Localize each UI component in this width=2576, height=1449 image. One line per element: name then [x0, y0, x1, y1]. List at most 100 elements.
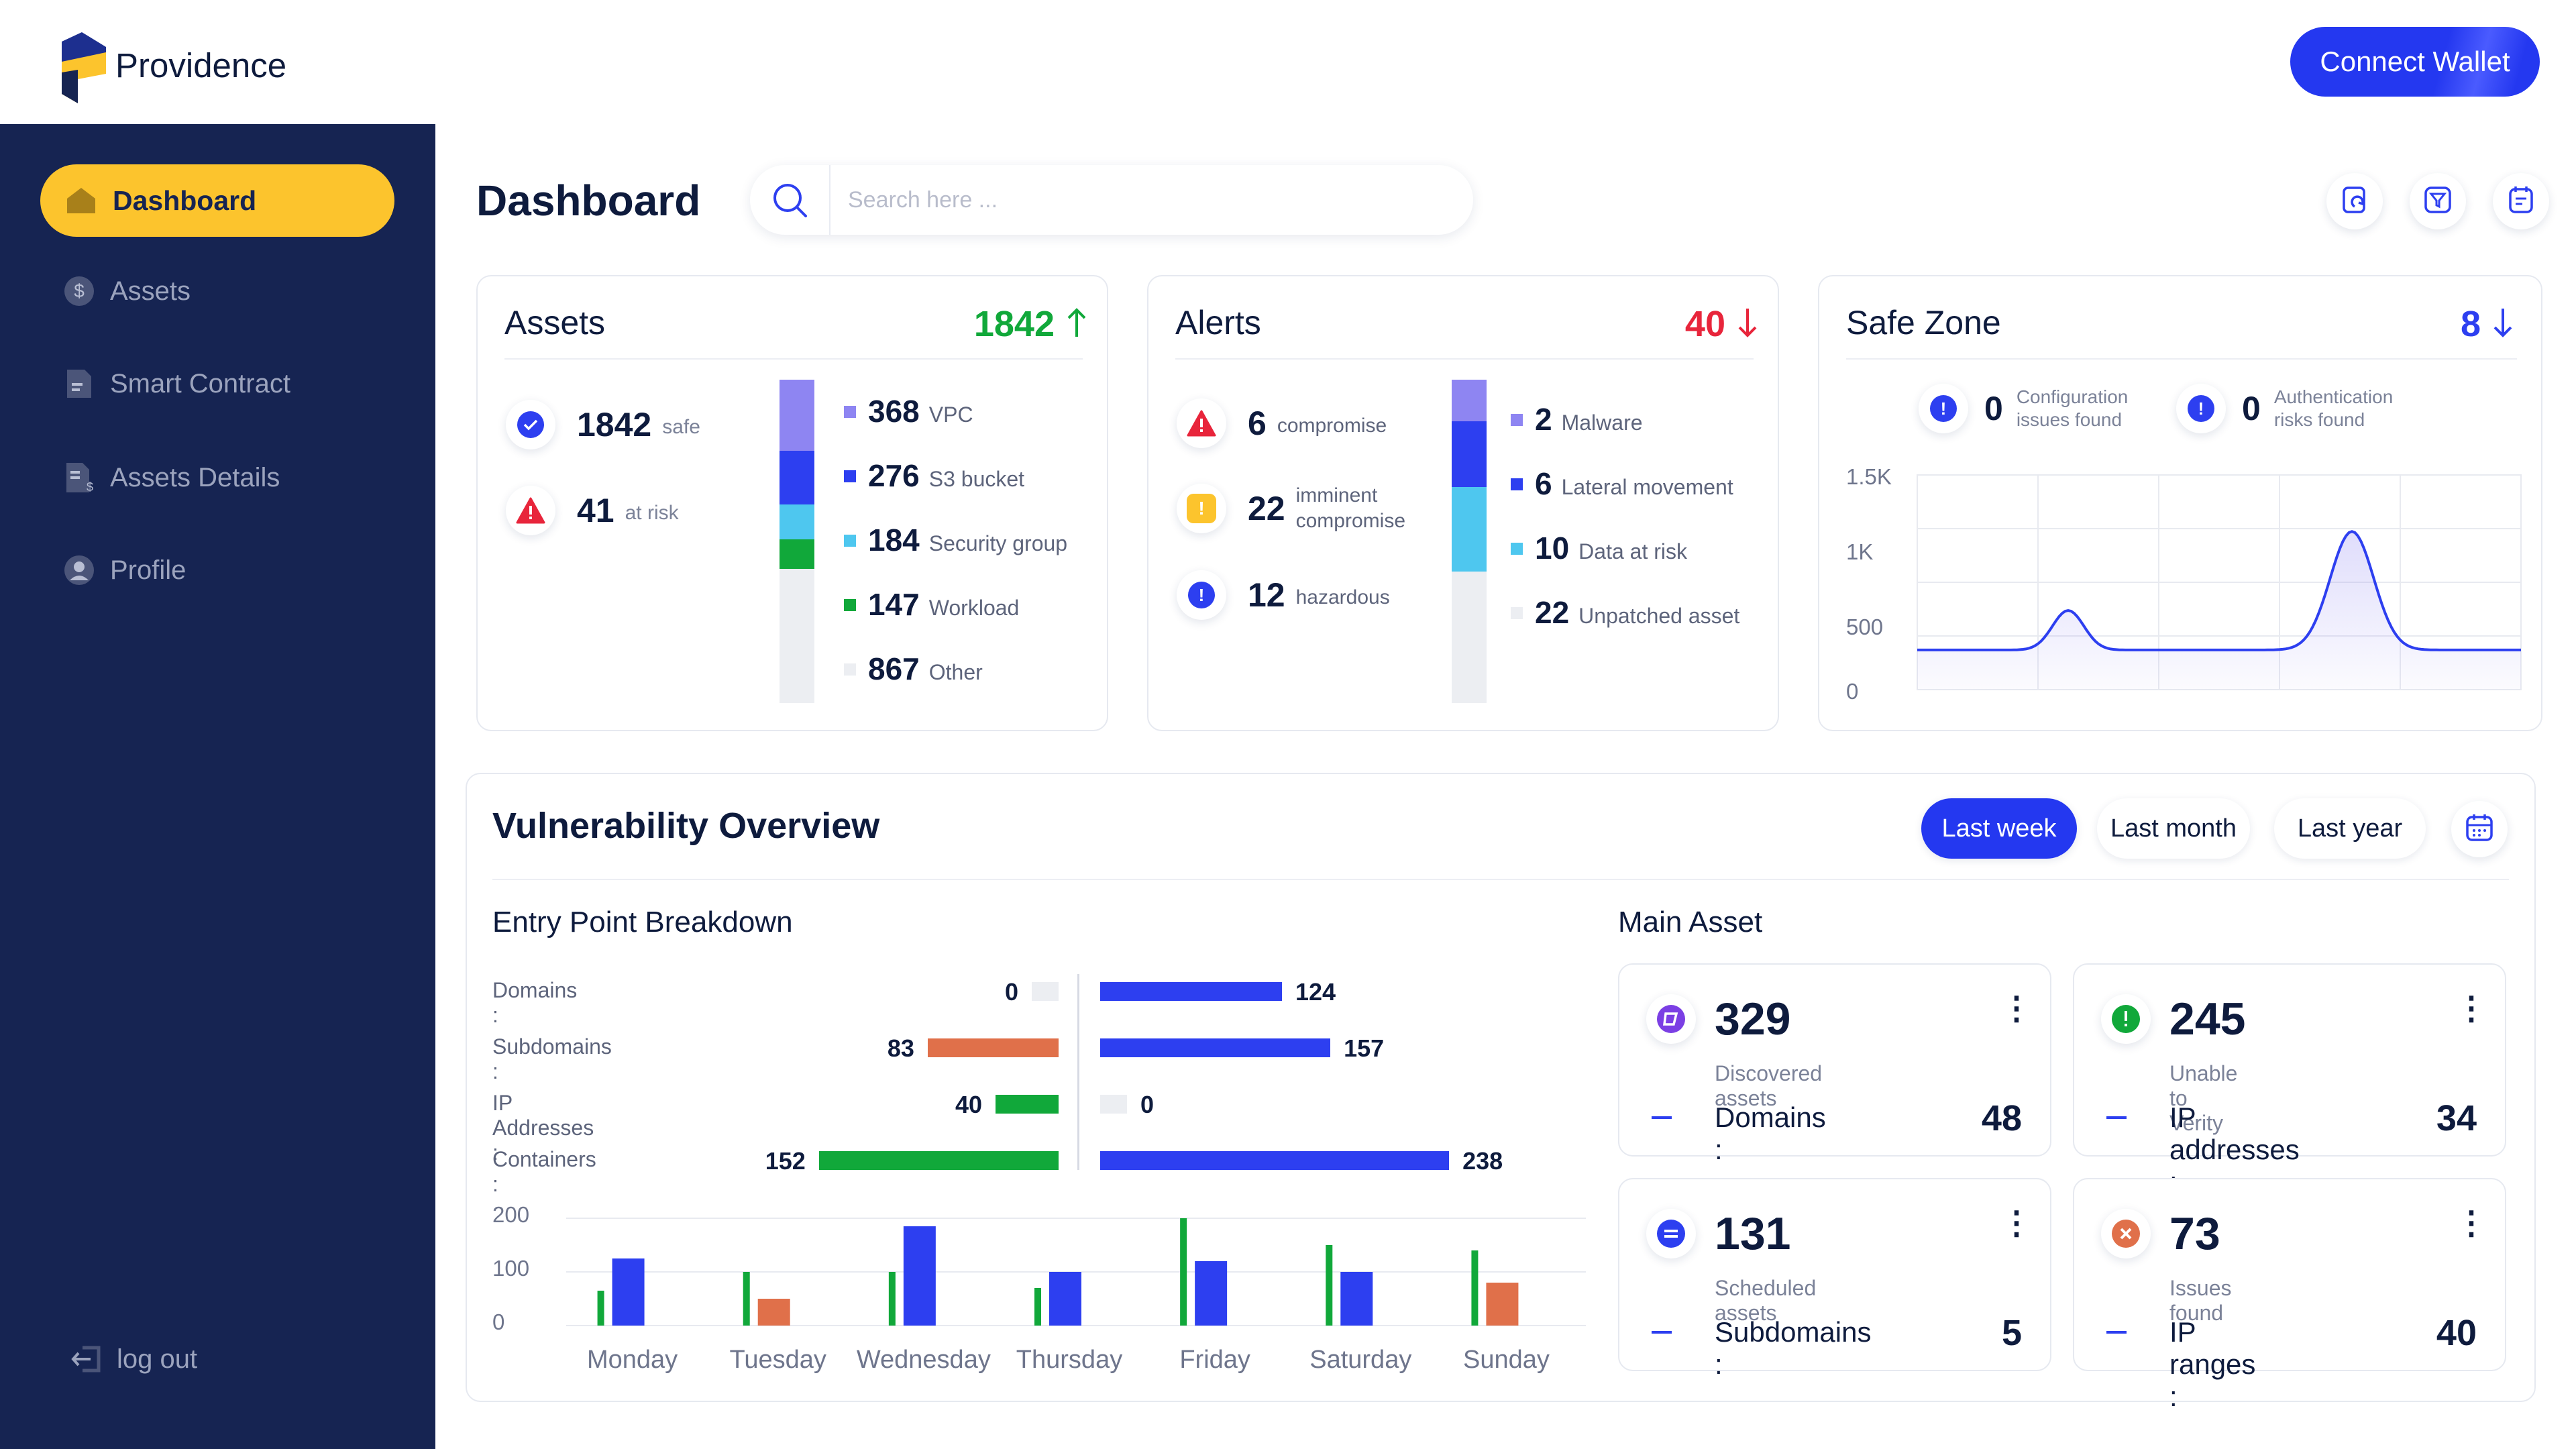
search-icon[interactable] — [750, 165, 830, 235]
legend-item: 368 VPC — [844, 393, 1067, 458]
weekday-label: Saturday — [1309, 1346, 1412, 1374]
sidebar-item-dashboard[interactable]: Dashboard — [40, 164, 394, 237]
breakdown-row-label: IP Addresses : — [492, 1091, 594, 1165]
weekly-green-bar — [888, 1272, 896, 1326]
x-circle-icon — [2101, 1209, 2151, 1258]
page-title: Dashboard — [476, 176, 701, 225]
sidebar-item-assets[interactable]: $ Assets — [63, 275, 191, 307]
legend-swatch — [1511, 543, 1523, 555]
svg-text:$: $ — [87, 480, 93, 494]
main-asset-title: Main Asset — [1618, 906, 1763, 938]
main-asset-subtitle: Unable to Verity — [2169, 1061, 2238, 1135]
breakdown-axis — [1077, 974, 1079, 1170]
alert-label-line: compromise — [1295, 510, 1405, 532]
weekly-main-bar — [757, 1299, 790, 1326]
stack-segment-vpc — [780, 380, 814, 451]
arrow-down-icon — [2493, 307, 2513, 341]
alerts-legend: 2 Malware 6 Lateral movement 10 Data at ris… — [1511, 401, 1739, 659]
breakdown-left-bar — [818, 1151, 1059, 1170]
weekly-main-bar — [1486, 1283, 1519, 1326]
sidebar — [0, 124, 435, 1449]
main-asset-count: 40 — [2436, 1313, 2477, 1353]
breakdown-right-value: 238 — [1462, 1147, 1503, 1175]
connect-wallet-button[interactable]: Connect Wallet — [2290, 27, 2540, 97]
assets-total: 1842 — [974, 303, 1087, 345]
alert-row-compromise: 6 compromise — [1177, 398, 1387, 448]
assets-legend: 368 VPC 276 S3 bucket 184 Security group 14… — [844, 393, 1067, 715]
refresh-document-button[interactable] — [2326, 173, 2383, 229]
breakdown-row-label: Subdomains : — [492, 1034, 612, 1083]
auth-risks: ! 0 Authentication risks found — [2176, 384, 2393, 433]
legend-item: 147 Workload — [844, 586, 1067, 651]
dash-icon — [2106, 1331, 2127, 1334]
breakdown-left-bar — [996, 1095, 1059, 1114]
sidebar-item-label: Profile — [110, 555, 186, 585]
main-asset-count: 5 — [2001, 1313, 2022, 1353]
safezone-total: 8 — [2461, 303, 2513, 345]
main-asset-label: Domains : — [1715, 1102, 1826, 1165]
config-label-line: Configuration — [2016, 386, 2129, 407]
filter-last-month[interactable]: Last month — [2097, 798, 2250, 859]
alerts-title: Alerts — [1175, 304, 1261, 341]
logout-button[interactable]: log out — [70, 1343, 197, 1375]
weekly-green-bar — [1180, 1218, 1187, 1326]
divider — [492, 879, 2509, 880]
entry-point-title: Entry Point Breakdown — [492, 906, 793, 938]
legend-swatch — [1511, 414, 1523, 426]
alert-row-imminent: ! 22 imminent compromise — [1177, 483, 1405, 534]
main-asset-count: 48 — [1981, 1098, 2022, 1138]
more-options-button[interactable]: ⋮ — [2455, 991, 2487, 1026]
weekly-main-bar — [1195, 1261, 1228, 1326]
calendar-button[interactable] — [2451, 801, 2508, 857]
main-asset-subtitle: Scheduled assets — [1715, 1276, 1817, 1325]
arrow-up-icon — [1067, 307, 1087, 341]
main-asset-value: 73 — [2169, 1208, 2220, 1259]
safezone-line — [1917, 530, 2521, 651]
legend-swatch — [844, 406, 856, 418]
breakdown-right-value: 124 — [1295, 978, 1336, 1006]
main-asset-value: 329 — [1715, 994, 1791, 1044]
more-options-button[interactable]: ⋮ — [2000, 991, 2033, 1026]
sidebar-item-assets-details[interactable]: $ Assets Details — [63, 462, 280, 494]
legend-swatch — [844, 663, 856, 676]
legend-label: Unpatched asset — [1578, 604, 1740, 628]
breakdown-right-value: 0 — [1140, 1091, 1155, 1118]
legend-swatch — [844, 470, 856, 482]
main-asset-count: 34 — [2436, 1098, 2477, 1138]
filter-last-year[interactable]: Last year — [2274, 798, 2426, 859]
weekday-label: Wednesday — [856, 1346, 991, 1374]
dollar-icon: $ — [63, 275, 95, 307]
top-bar — [0, 0, 2576, 124]
more-options-button[interactable]: ⋮ — [2455, 1205, 2487, 1241]
legend-label: Data at risk — [1578, 539, 1687, 564]
more-options-button[interactable]: ⋮ — [2000, 1205, 2033, 1241]
safezone-total-value: 8 — [2460, 304, 2481, 344]
sidebar-item-profile[interactable]: Profile — [63, 554, 186, 586]
filter-button[interactable] — [2410, 173, 2466, 229]
alert-circle-icon — [2101, 994, 2151, 1044]
providence-logo-icon[interactable] — [62, 32, 106, 103]
dash-icon — [1652, 1116, 1672, 1119]
weekday-label: Monday — [586, 1346, 678, 1374]
alert-value: 22 — [1248, 490, 1285, 527]
breakdown-left-bar — [927, 1038, 1059, 1057]
dash-icon — [2106, 1116, 2127, 1119]
alert-row-hazardous: ! 12 hazardous — [1177, 570, 1390, 620]
y-tick: 0 — [492, 1309, 505, 1334]
safezone-area — [1917, 531, 2521, 690]
weekly-green-bar — [597, 1291, 604, 1326]
asset-document-icon: $ — [63, 462, 95, 494]
svg-text:$: $ — [74, 280, 85, 301]
sidebar-item-smart-contract[interactable]: Smart Contract — [63, 368, 290, 400]
filter-last-week[interactable]: Last week — [1921, 798, 2077, 859]
alert-value: 6 — [1248, 405, 1267, 442]
search-input[interactable]: Search here ... — [848, 186, 998, 213]
auth-value: 0 — [2242, 390, 2261, 427]
check-badge-icon — [506, 400, 555, 449]
notes-button[interactable] — [2493, 173, 2549, 229]
breakdown-left-value: 40 — [955, 1091, 982, 1118]
weekly-green-bar — [743, 1272, 750, 1326]
search-bar[interactable]: Search here ... — [750, 165, 1473, 235]
vulnerability-title: Vulnerability Overview — [492, 806, 880, 846]
legend-swatch — [1511, 478, 1523, 490]
